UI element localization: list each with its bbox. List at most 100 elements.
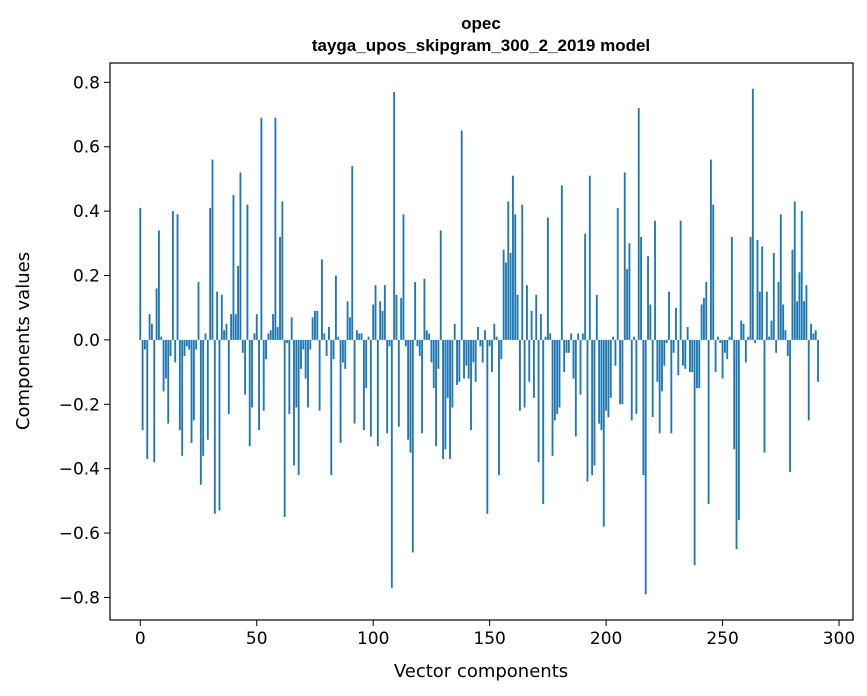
bar xyxy=(758,291,761,340)
bar xyxy=(546,217,549,340)
bar xyxy=(723,339,726,353)
bar xyxy=(164,339,167,379)
bar xyxy=(260,117,263,340)
bar xyxy=(612,336,615,340)
bar xyxy=(316,310,319,340)
bar xyxy=(675,307,677,340)
bar xyxy=(144,339,146,350)
bar xyxy=(400,298,403,340)
bar xyxy=(442,339,444,460)
bar xyxy=(553,339,556,421)
bar xyxy=(206,339,209,440)
bar xyxy=(579,339,582,395)
bar xyxy=(798,272,801,340)
y-axis-label: Components values xyxy=(13,252,34,430)
bar xyxy=(328,327,330,340)
bar xyxy=(640,236,642,340)
bar xyxy=(181,339,184,456)
bar xyxy=(563,339,566,373)
bar xyxy=(376,339,379,447)
bar xyxy=(155,288,158,340)
bar xyxy=(248,339,251,447)
bar xyxy=(169,339,172,356)
bar xyxy=(176,214,179,340)
x-axis-label: Vector components xyxy=(394,661,568,682)
bar xyxy=(765,291,768,340)
bar xyxy=(383,285,386,340)
bar xyxy=(654,220,656,340)
bar xyxy=(178,339,181,431)
bar xyxy=(251,339,254,408)
bar xyxy=(784,330,787,340)
bar xyxy=(709,159,712,340)
bar xyxy=(232,195,235,340)
bar xyxy=(276,327,279,340)
bar xyxy=(393,91,396,340)
bar xyxy=(234,314,237,340)
bar xyxy=(353,339,356,424)
bar xyxy=(623,172,626,340)
bar xyxy=(523,339,526,408)
bar xyxy=(321,259,323,340)
bar xyxy=(772,252,775,340)
bar xyxy=(600,339,603,431)
bar xyxy=(679,220,682,340)
bar xyxy=(157,230,160,340)
bar xyxy=(411,339,414,553)
bar xyxy=(456,339,458,385)
bar xyxy=(458,339,461,382)
bar xyxy=(439,230,442,340)
bar xyxy=(188,339,191,350)
bar xyxy=(416,339,419,347)
bar xyxy=(258,339,260,431)
bar xyxy=(682,339,684,366)
bar xyxy=(651,339,654,418)
bar xyxy=(302,339,305,350)
bar xyxy=(367,336,370,340)
bar xyxy=(269,330,272,340)
bar xyxy=(719,339,722,344)
bar xyxy=(570,333,573,340)
bar xyxy=(749,236,752,340)
bar xyxy=(644,339,647,595)
bar xyxy=(817,339,819,382)
bar xyxy=(444,339,447,450)
bar xyxy=(525,285,528,340)
bar xyxy=(309,339,312,350)
bar xyxy=(388,339,391,347)
bar xyxy=(386,339,389,434)
bar xyxy=(139,207,142,340)
bar xyxy=(686,327,689,340)
bar xyxy=(148,314,151,340)
bar xyxy=(626,269,628,340)
y-tick-label: 0.8 xyxy=(73,73,100,93)
bar xyxy=(642,339,645,476)
bar xyxy=(227,339,230,414)
bar xyxy=(141,339,144,431)
bar xyxy=(565,339,568,353)
bar xyxy=(807,339,810,421)
bar xyxy=(598,339,601,424)
bar xyxy=(190,339,193,443)
bar xyxy=(225,323,228,340)
bar xyxy=(344,339,347,369)
bar xyxy=(658,339,661,434)
bar xyxy=(733,339,736,450)
x-tick-label: 250 xyxy=(706,629,738,649)
bar xyxy=(796,301,799,340)
bar xyxy=(742,323,745,340)
bar xyxy=(770,320,773,340)
bar xyxy=(567,339,570,353)
bar xyxy=(332,339,335,360)
bar xyxy=(162,339,165,392)
bar xyxy=(756,240,759,340)
bar xyxy=(556,339,559,414)
bar xyxy=(761,246,764,340)
bar xyxy=(633,336,635,340)
bar xyxy=(789,339,792,472)
bar xyxy=(414,281,417,340)
bar xyxy=(360,333,363,340)
bar-series xyxy=(139,88,819,595)
bar xyxy=(668,291,670,340)
bar xyxy=(160,336,163,340)
